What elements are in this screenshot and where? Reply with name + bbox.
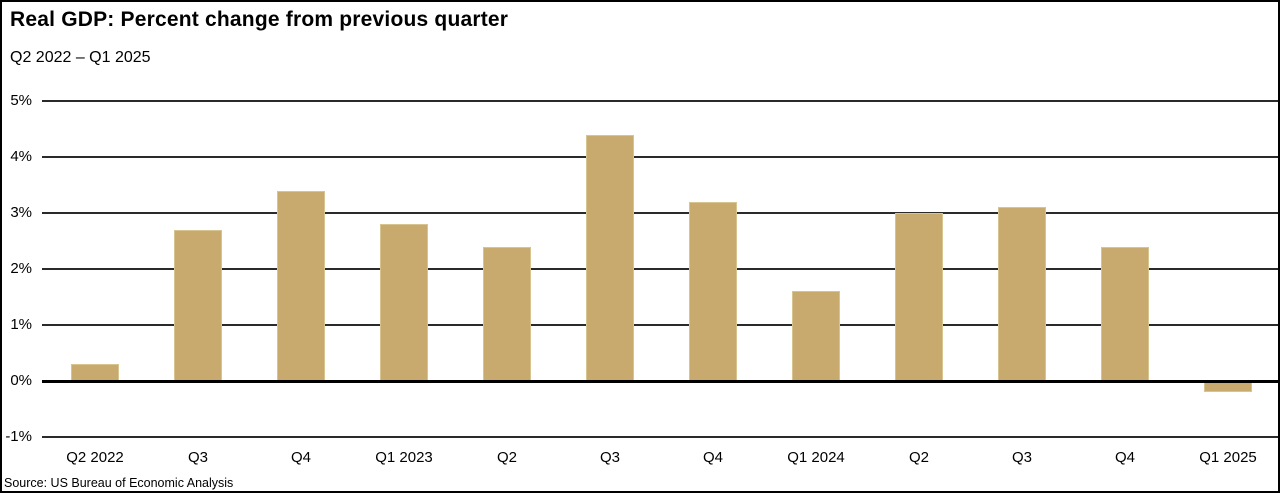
x-tick-label: Q1 2023 (375, 449, 433, 466)
bar-q1-2023 (380, 224, 428, 381)
bar-q3 (586, 134, 634, 381)
gridline (42, 212, 1278, 214)
x-tick-label: Q1 2025 (1199, 449, 1257, 466)
bar-q2-2022 (71, 364, 119, 381)
gridline (42, 268, 1278, 270)
bar-q4 (689, 201, 737, 381)
gridline (42, 324, 1278, 326)
bar-q4 (1101, 246, 1149, 381)
bar-q4 (277, 190, 325, 381)
x-tick-label: Q3 (187, 449, 208, 466)
zero-axis-line (42, 379, 1278, 383)
y-tick-label: 1% (10, 316, 32, 333)
gridline (42, 436, 1278, 438)
source-note: Source: US Bureau of Economic Analysis (4, 476, 234, 490)
bar-q1-2024 (792, 291, 840, 381)
y-tick-label: 4% (10, 148, 32, 165)
gridline (42, 156, 1278, 158)
y-tick-label: -1% (5, 428, 32, 445)
x-tick-label: Q1 2024 (787, 449, 845, 466)
plot-area: 5% 4% 3% 2% 1% 0% -1% Q2 2022 Q3 Q4 Q1 2023 Q2 Q3 Q4 Q… (2, 92, 1278, 478)
y-tick-label: 5% (10, 92, 32, 109)
chart-subtitle: Q2 2022 – Q1 2025 (10, 49, 151, 66)
x-tick-label: Q3 (599, 449, 620, 466)
chart-title: Real GDP: Percent change from previous q… (10, 8, 509, 31)
x-tick-label: Q2 (908, 449, 929, 466)
y-tick-label: 3% (10, 204, 32, 221)
bar-q2 (483, 246, 531, 381)
x-tick-label: Q4 (1114, 449, 1135, 466)
y-tick-label: 2% (10, 260, 32, 277)
x-tick-label: Q4 (702, 449, 723, 466)
bar-q2 (895, 213, 943, 381)
y-tick-label: 0% (10, 372, 32, 389)
x-tick-label: Q4 (290, 449, 311, 466)
gridline (42, 100, 1278, 102)
x-tick-label: Q3 (1011, 449, 1032, 466)
bar-q3 (998, 207, 1046, 381)
bar-q3 (174, 229, 222, 381)
bar-q1-2025 (1204, 381, 1252, 393)
x-tick-label: Q2 (496, 449, 517, 466)
x-tick-label: Q2 2022 (66, 449, 124, 466)
